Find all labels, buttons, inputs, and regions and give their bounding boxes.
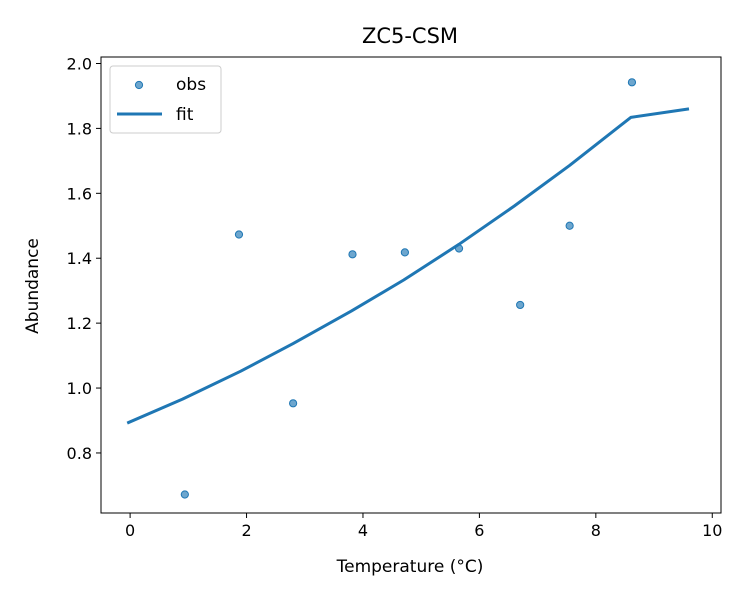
x-tick-label: 6 <box>474 521 484 540</box>
x-axis-label: Temperature (°C) <box>336 557 484 577</box>
obs-point <box>348 250 357 259</box>
y-tick-label: 1.0 <box>67 379 92 398</box>
obs-point <box>400 248 409 257</box>
y-tick-label: 1.2 <box>67 314 92 333</box>
x-tick-label: 10 <box>702 521 722 540</box>
obs-point <box>454 244 464 253</box>
obs-point <box>627 78 637 87</box>
plot-frame <box>100 56 722 514</box>
y-tick-label: 0.8 <box>67 444 92 463</box>
x-tick-label: 0 <box>125 521 135 540</box>
data-marks <box>126 78 690 499</box>
fit-line <box>126 107 690 425</box>
plot-area <box>100 56 722 514</box>
obs-point <box>180 490 189 499</box>
chart-title: ZC5-CSM <box>362 24 458 48</box>
y-tick-label: 1.4 <box>67 249 92 268</box>
y-axis-label: Abundance <box>23 238 43 334</box>
obs-point <box>289 399 298 408</box>
x-tick-label: 2 <box>241 521 251 540</box>
obs-point <box>565 221 574 230</box>
legend-obs-label: obs <box>176 75 206 95</box>
axis-ticks: 0 2 4 6 8 10 0.8 1.0 1.2 1.4 1.6 1.8 2.0 <box>67 54 723 540</box>
x-tick-label: 8 <box>591 521 601 540</box>
legend-fit-label: fit <box>176 105 194 125</box>
obs-point <box>516 300 525 310</box>
legend: obs fit <box>109 65 222 134</box>
x-tick-label: 4 <box>358 521 368 540</box>
obs-point <box>234 230 244 239</box>
y-tick-label: 1.8 <box>67 119 92 138</box>
y-tick-label: 2.0 <box>67 54 92 73</box>
legend-obs-marker <box>134 80 144 90</box>
y-tick-label: 1.6 <box>67 184 92 203</box>
